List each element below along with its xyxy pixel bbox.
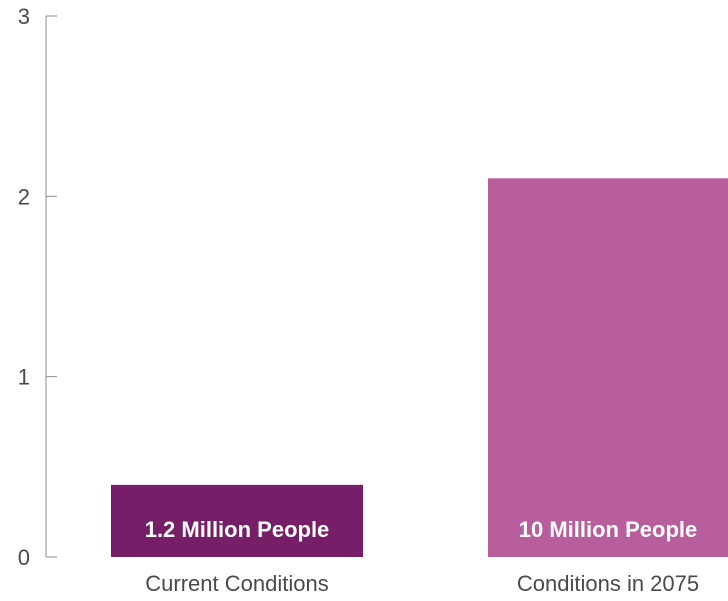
x-category-label: Conditions in 2075 [517,571,699,596]
bars-group [111,178,728,558]
bar-2 [488,178,728,558]
bar-data-label: 1.2 Million People [145,517,330,542]
y-tick-label: 2 [18,184,30,209]
y-tick-label: 0 [18,545,30,570]
x-category-label: Current Conditions [145,571,328,596]
y-axis-ticks: 0 1 2 3 [18,4,57,570]
labels-group: 1.2 Million People Current Conditions 10 M… [145,517,699,596]
y-tick-label: 1 [18,365,30,390]
bar-1 [111,484,363,557]
bar-data-label: 10 Million People [519,517,697,542]
y-tick-label: 3 [18,4,30,29]
